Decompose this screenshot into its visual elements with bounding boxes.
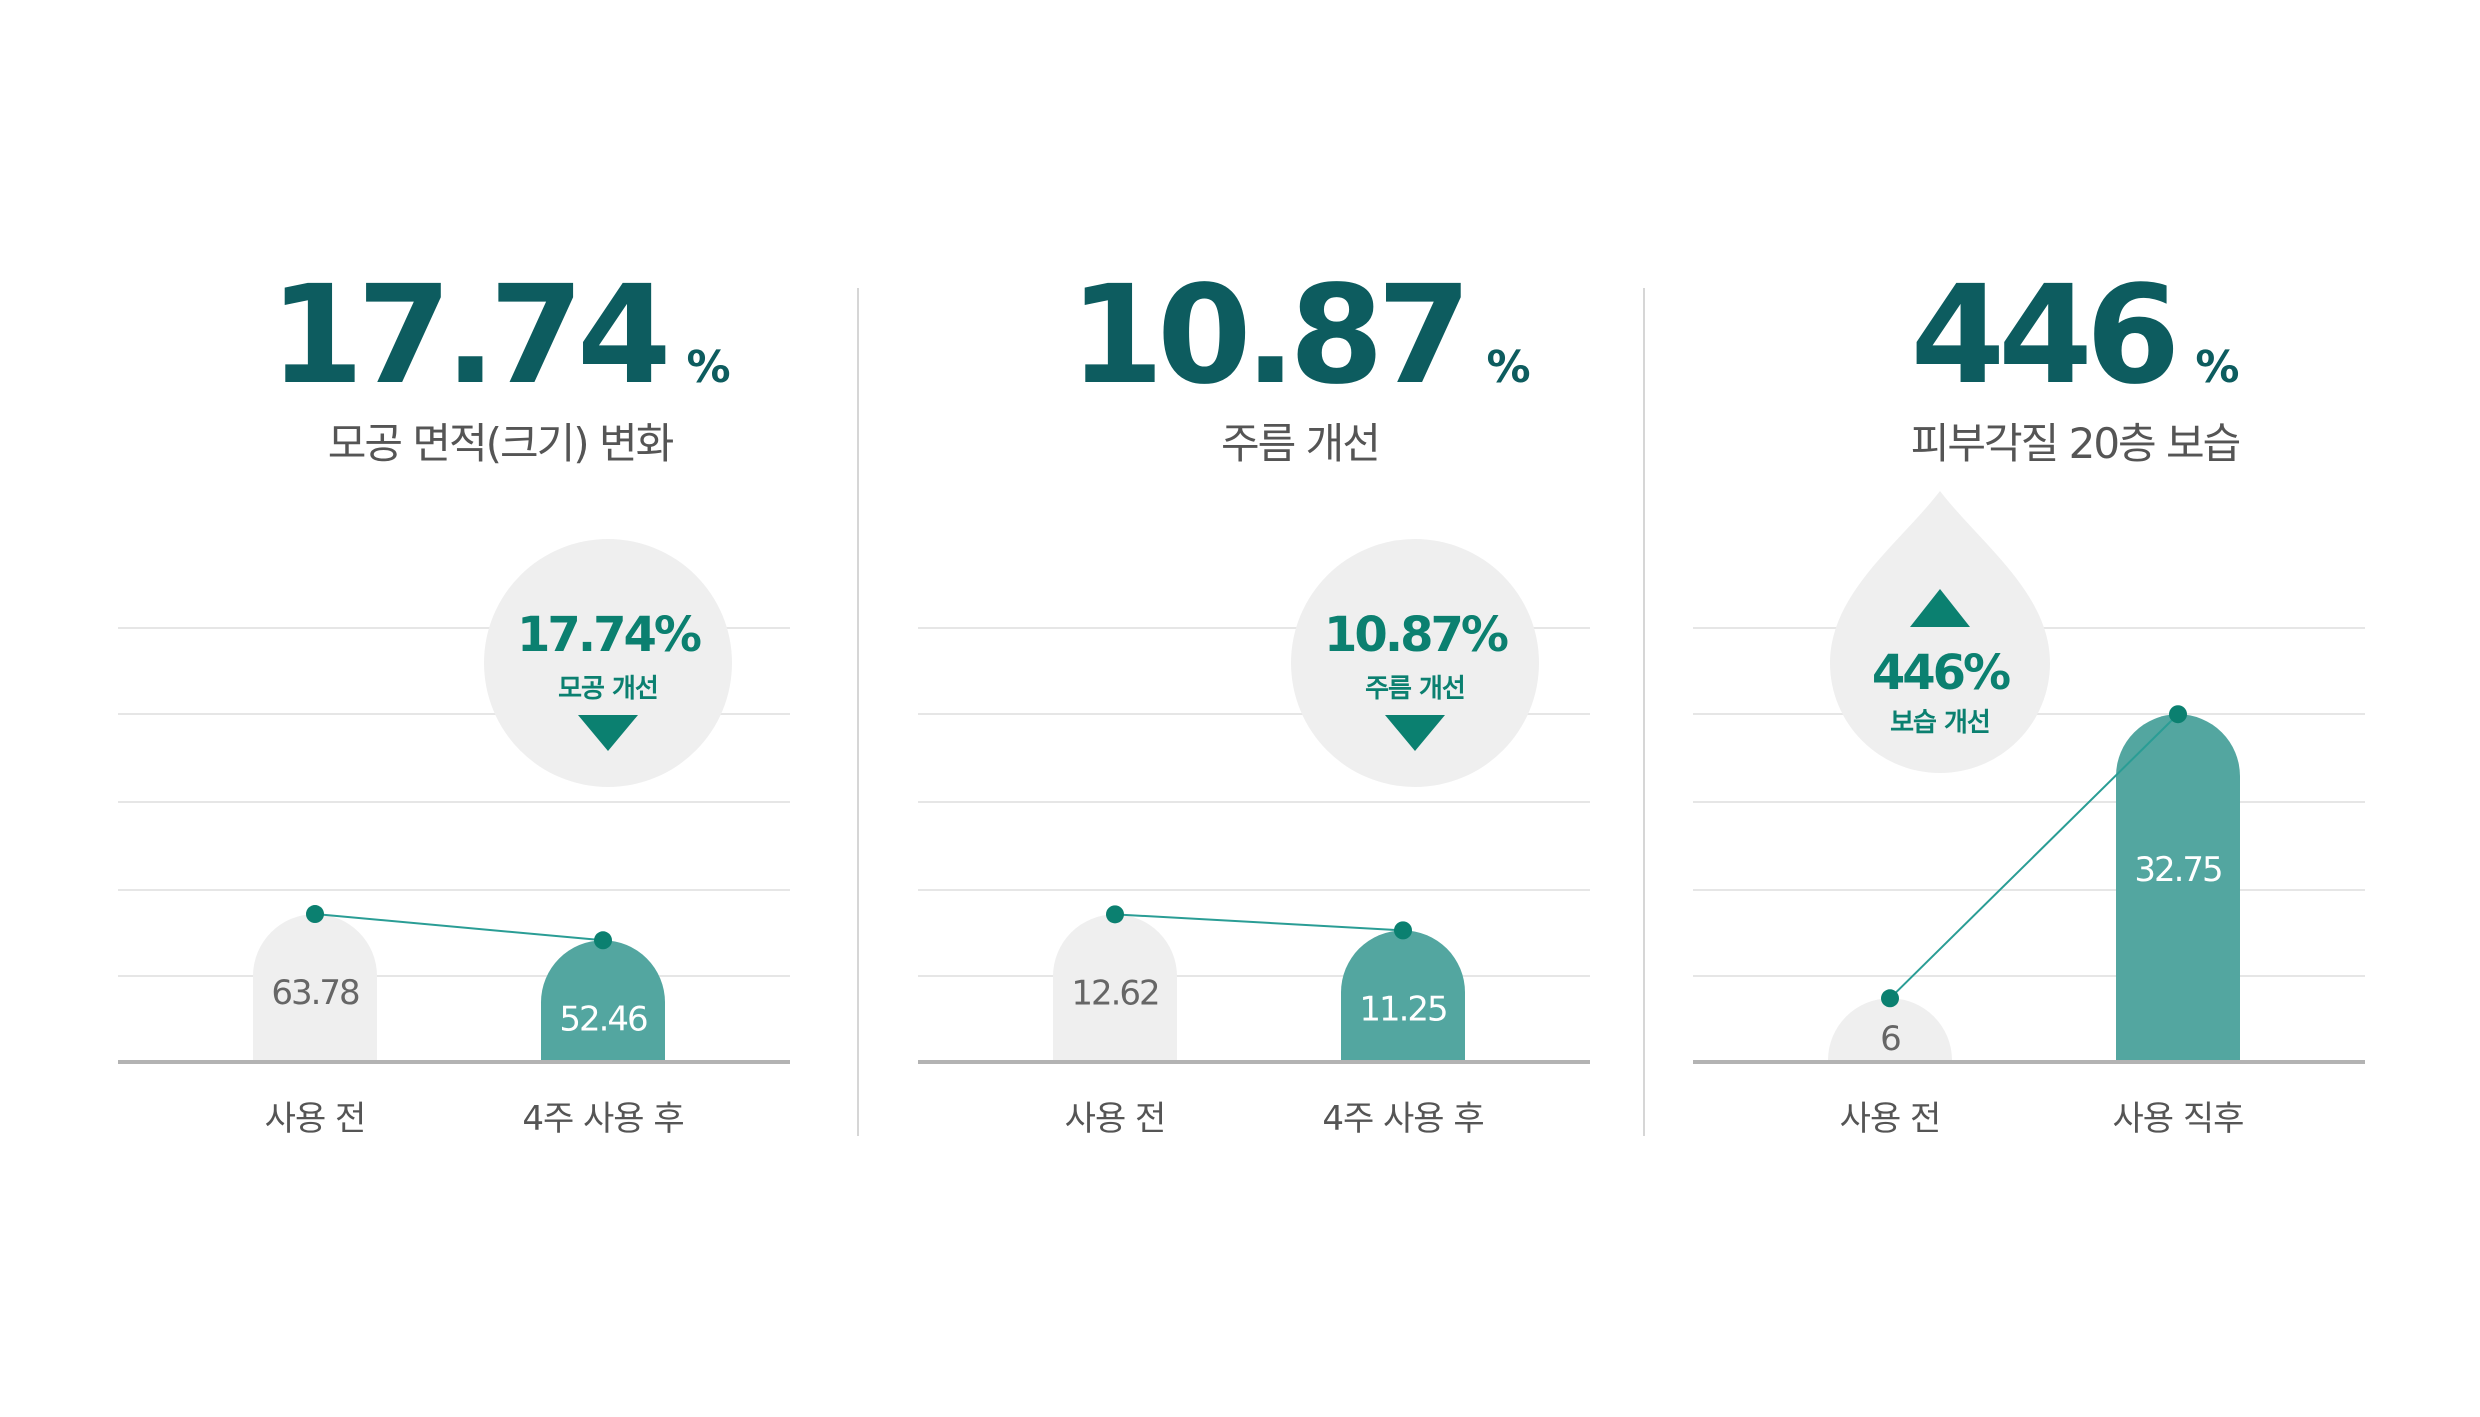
category-label: 사용 직후	[2113, 1099, 2244, 1139]
headline-unit: %	[686, 342, 731, 393]
badge-value: 10.87%	[1324, 607, 1508, 663]
change-badge: 446% 보습 개선	[1830, 491, 2050, 774]
headline: 17.74%	[100, 268, 900, 404]
pore-chart: 63.78 52.46 사용 전 4주 사용 후 17.74% 모공 개선	[118, 539, 790, 1139]
badge-droplet	[1830, 491, 2050, 774]
bar-before	[253, 914, 377, 1062]
trend-point	[1106, 905, 1124, 924]
bar-value-label: 6	[1880, 1019, 1900, 1059]
headline-unit: %	[1486, 342, 1531, 393]
trend-line	[1114, 913, 1404, 932]
trend-line	[314, 913, 604, 942]
category-label: 사용 전	[265, 1099, 366, 1139]
badge-label: 주름 개선	[1365, 674, 1465, 704]
panel-subtitle: 주름 개선	[1221, 419, 1381, 468]
bar-before	[1828, 998, 1952, 1062]
panel-moisture: 446% 피부각질 20층 보습 6 32.75 사용 전 사용 직후 446% 보습 개…	[1675, 0, 2475, 1417]
trend-line	[1889, 713, 2179, 999]
change-badge: 17.74% 모공 개선	[484, 539, 732, 787]
bar-value-label: 63.78	[271, 973, 359, 1013]
badge-value: 446%	[1872, 645, 2010, 701]
panel-pore: 17.74% 모공 면적(크기) 변화 63.78 52.46 사용 전 4주 사용 …	[100, 0, 900, 1417]
trend-point	[1394, 921, 1412, 940]
badge-value: 17.74%	[517, 607, 701, 663]
arrow-down-icon	[578, 715, 638, 751]
category-label: 4주 사용 후	[1322, 1099, 1483, 1139]
category-label: 사용 전	[1065, 1099, 1166, 1139]
arrow-up-icon	[1910, 589, 1970, 627]
badge-circle	[1291, 539, 1539, 787]
panel-subtitle: 피부각질 20층 보습	[1910, 419, 2242, 468]
bar-value-label: 32.75	[2134, 850, 2221, 890]
bar-value-label: 52.46	[559, 999, 647, 1039]
bar-after	[1341, 930, 1465, 1062]
badge-label: 보습 개선	[1890, 708, 1990, 738]
panel-divider	[1643, 288, 1645, 1136]
headline-value: 446	[1910, 257, 2181, 415]
category-label: 사용 전	[1840, 1099, 1941, 1139]
badge-label: 모공 개선	[558, 674, 658, 704]
headline: 10.87%	[900, 268, 1700, 404]
headline-value: 17.74	[269, 257, 671, 415]
moisture-chart: 6 32.75 사용 전 사용 직후 446% 보습 개선	[1693, 491, 2365, 1139]
headline-value: 10.87	[1069, 257, 1471, 415]
bar-value-label: 12.62	[1071, 973, 1158, 1013]
bar-before	[1053, 914, 1177, 1062]
panel-subtitle: 모공 면적(크기) 변화	[327, 419, 675, 468]
panel-divider	[857, 288, 859, 1136]
trend-point	[2169, 705, 2187, 724]
change-badge: 10.87% 주름 개선	[1291, 539, 1539, 787]
wrinkle-chart: 12.62 11.25 사용 전 4주 사용 후 10.87% 주름 개선	[918, 539, 1590, 1139]
trend-point	[594, 931, 612, 950]
trend-point	[306, 905, 324, 924]
badge-circle	[484, 539, 732, 787]
headline-unit: %	[2195, 342, 2240, 393]
bar-after	[2116, 714, 2240, 1062]
category-label: 4주 사용 후	[522, 1099, 683, 1139]
headline: 446%	[1675, 268, 2475, 404]
trend-point	[1881, 989, 1899, 1008]
bar-value-label: 11.25	[1359, 989, 1446, 1029]
panel-wrinkle: 10.87% 주름 개선 12.62 11.25 사용 전 4주 사용 후 10.87%…	[900, 0, 1700, 1417]
bar-after	[541, 940, 665, 1062]
arrow-down-icon	[1385, 715, 1445, 751]
